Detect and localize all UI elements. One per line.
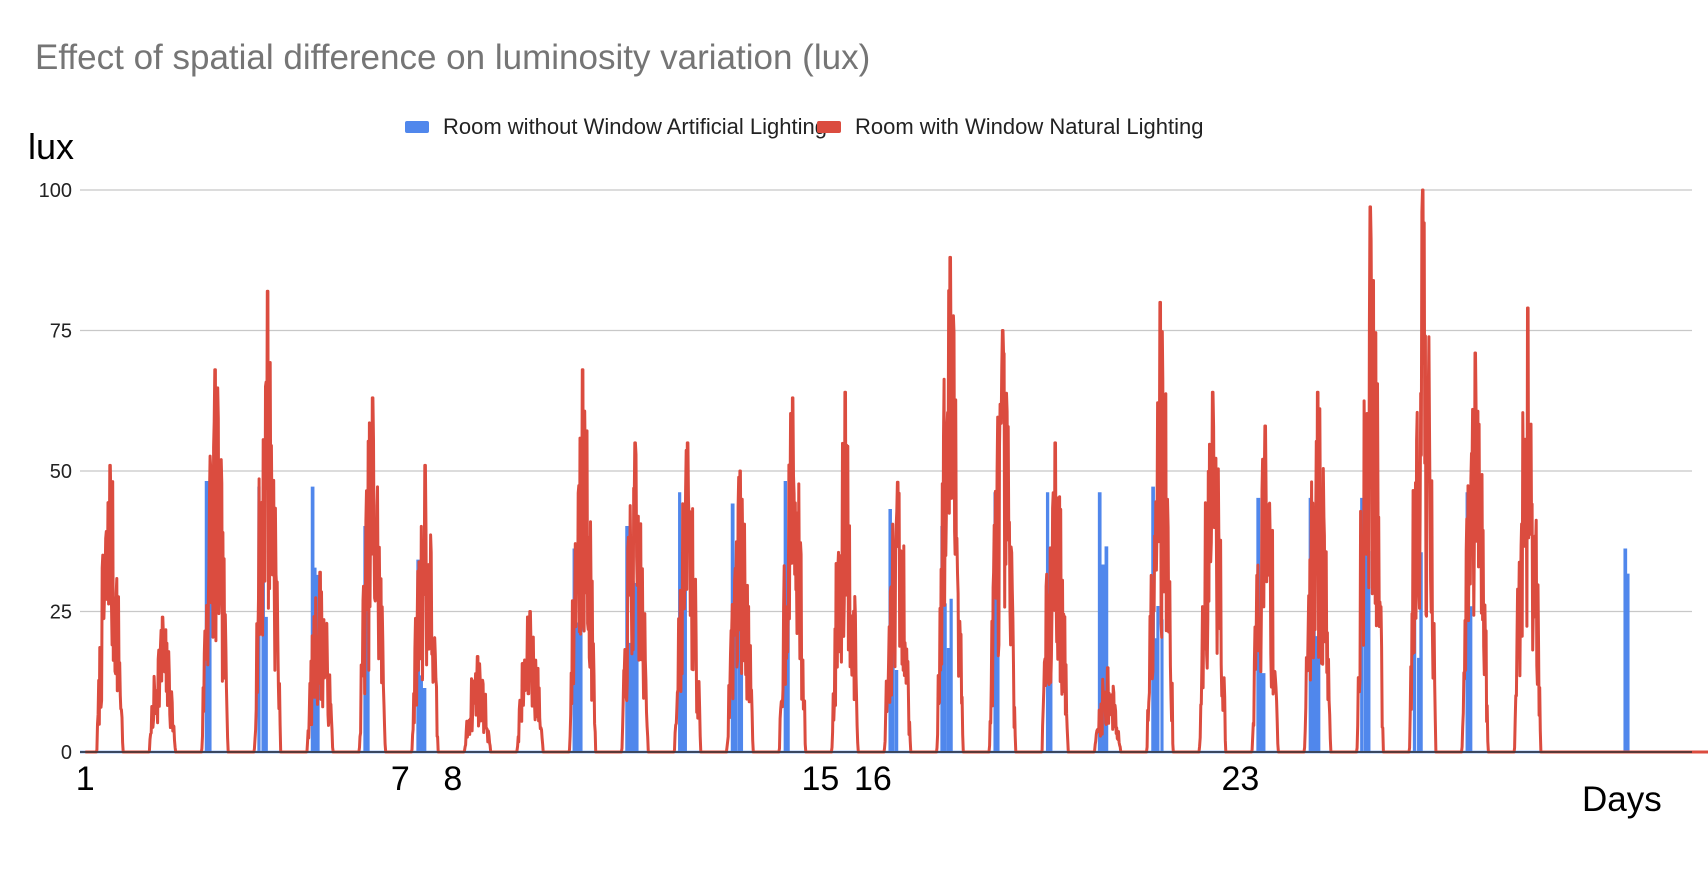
y-tick-75: 75	[50, 321, 72, 343]
legend-item-natural: Room with Window Natural Lighting	[817, 114, 1204, 140]
x-tick-1: 1	[76, 760, 95, 798]
chart-title: Effect of spatial difference on luminosi…	[35, 38, 871, 77]
y-tick-25: 25	[50, 602, 72, 624]
gridlines	[80, 189, 1692, 613]
x-tick-15: 15	[801, 760, 839, 798]
x-tick-23: 23	[1222, 760, 1260, 798]
x-axis-label: Days	[1582, 780, 1662, 819]
x-tick-8: 8	[443, 760, 462, 798]
y-axis-label: lux	[28, 126, 75, 167]
y-tick-0: 0	[61, 742, 72, 764]
y-tick-100: 100	[39, 180, 72, 202]
x-tick-16: 16	[854, 760, 892, 798]
legend-swatch-natural	[817, 121, 841, 133]
legend-label-natural: Room with Window Natural Lighting	[855, 114, 1204, 139]
y-tick-labels: 0 25 50 75 100	[39, 180, 72, 764]
legend-item-artificial: Room without Window Artificial Lighting	[405, 114, 827, 140]
legend-label-artificial: Room without Window Artificial Lighting	[443, 114, 827, 139]
x-tick-7: 7	[391, 760, 410, 798]
legend-swatch-artificial	[405, 121, 429, 133]
y-tick-50: 50	[50, 461, 72, 483]
x-tick-labels: 1 7 8 15 16 23	[76, 760, 1260, 798]
